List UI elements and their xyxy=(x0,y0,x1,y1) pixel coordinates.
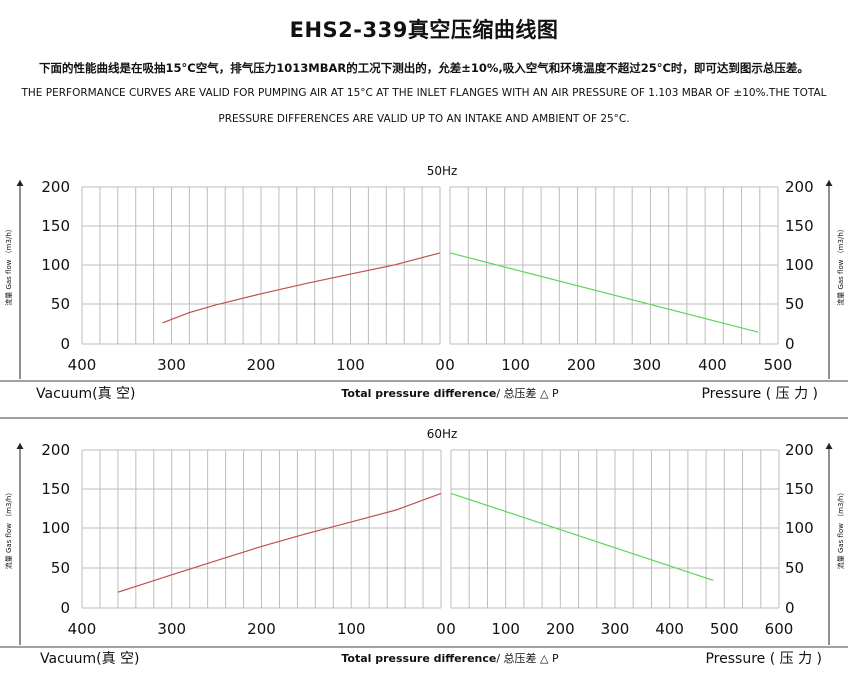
total-pressure-difference-rest: / 总压差 △ P xyxy=(496,386,559,400)
y-axis-label-right: 流量 Gas flow （m3/h） xyxy=(836,225,845,306)
vacuum-x-tick-label: 300 xyxy=(157,620,186,638)
y-axis-arrowhead-right xyxy=(825,443,833,449)
y-tick-label-right: 50 xyxy=(785,295,804,313)
total-pressure-difference-bold: Total pressure difference xyxy=(341,387,496,400)
y-axis-label-left: 流量 Gas flow （m3/h） xyxy=(4,225,13,306)
pressure-x-tick-label: 500 xyxy=(764,356,793,374)
y-axis-label-left: 流量 Gas flow （m3/h） xyxy=(4,489,13,570)
chart-title: 50Hz xyxy=(427,164,458,178)
y-tick-label-right: 50 xyxy=(785,559,804,577)
vacuum-x-tick-label: 0 xyxy=(436,620,446,638)
vacuum-axis-label: Vacuum(真 空) xyxy=(40,651,140,667)
pressure-x-tick-label: 200 xyxy=(546,620,575,638)
pressure-x-tick-label: 0 xyxy=(446,620,456,638)
pressure-grid xyxy=(449,186,779,345)
y-axis-label-right: 流量 Gas flow （m3/h） xyxy=(836,489,845,570)
pressure-x-tick-label: 100 xyxy=(491,620,520,638)
vacuum-x-tick-label: 0 xyxy=(435,356,445,374)
vacuum-x-tick-label: 200 xyxy=(247,356,276,374)
description-english-line-1: THE PERFORMANCE CURVES ARE VALID FOR PUM… xyxy=(21,87,827,99)
y-tick-label-left: 150 xyxy=(41,480,70,498)
vacuum-grid xyxy=(81,449,442,609)
pressure-x-tick-label: 300 xyxy=(601,620,630,638)
total-pressure-difference-label: Total pressure difference/ 总压差 △ P xyxy=(341,651,559,665)
y-tick-label-left: 200 xyxy=(41,178,70,196)
pressure-axis-label: Pressure ( 压 力 ) xyxy=(705,651,822,667)
pressure-x-tick-label: 0 xyxy=(445,356,455,374)
y-tick-label-left: 200 xyxy=(41,441,70,459)
y-axis-arrowhead-right xyxy=(825,180,833,186)
pressure-x-tick-label: 400 xyxy=(698,356,727,374)
y-axis-arrowhead-left xyxy=(16,443,24,449)
pressure-x-tick-label: 600 xyxy=(765,620,794,638)
y-tick-label-right: 100 xyxy=(785,519,814,537)
chart-title: 60Hz xyxy=(427,427,458,441)
pressure-x-tick-label: 400 xyxy=(655,620,684,638)
y-axis-arrowhead-left xyxy=(16,180,24,186)
y-tick-label-right: 150 xyxy=(785,217,814,235)
y-tick-label-left: 50 xyxy=(51,295,70,313)
y-tick-label-right: 0 xyxy=(785,599,795,617)
pressure-grid xyxy=(450,449,780,609)
vacuum-axis-label: Vacuum(真 空) xyxy=(36,386,136,402)
y-tick-label-left: 50 xyxy=(51,559,70,577)
y-tick-label-left: 100 xyxy=(41,519,70,537)
y-tick-label-right: 200 xyxy=(785,178,814,196)
pressure-series-line xyxy=(450,492,714,581)
total-pressure-difference-rest: / 总压差 △ P xyxy=(496,651,559,665)
y-tick-label-left: 0 xyxy=(60,335,70,353)
description-chinese: 下面的性能曲线是在吸抽15°C空气，排气压力1013MBAR的工况下测出的，允差… xyxy=(39,61,809,75)
y-tick-label-right: 100 xyxy=(785,256,814,274)
total-pressure-difference-bold: Total pressure difference xyxy=(341,652,496,665)
vacuum-series-line xyxy=(162,252,441,324)
pressure-x-tick-label: 500 xyxy=(710,620,739,638)
vacuum-x-tick-label: 100 xyxy=(336,356,365,374)
pressure-series-line xyxy=(449,252,759,333)
total-pressure-difference-label: Total pressure difference/ 总压差 △ P xyxy=(341,386,559,400)
vacuum-series-line xyxy=(117,492,442,593)
vacuum-grid xyxy=(81,186,441,345)
description-english-line-2: PRESSURE DIFFERENCES ARE VALID UP TO AN … xyxy=(218,113,630,125)
vacuum-x-tick-label: 200 xyxy=(247,620,276,638)
pressure-x-tick-label: 300 xyxy=(632,356,661,374)
pressure-axis-label: Pressure ( 压 力 ) xyxy=(701,386,818,402)
y-tick-label-left: 100 xyxy=(41,256,70,274)
vacuum-x-tick-label: 100 xyxy=(337,620,366,638)
y-tick-label-left: 0 xyxy=(60,599,70,617)
y-tick-label-left: 150 xyxy=(41,217,70,235)
vacuum-x-tick-label: 400 xyxy=(68,356,97,374)
y-tick-label-right: 200 xyxy=(785,441,814,459)
page-title: EHS2-339真空压缩曲线图 xyxy=(289,18,559,42)
y-tick-label-right: 0 xyxy=(785,335,795,353)
pressure-x-tick-label: 100 xyxy=(501,356,530,374)
vacuum-x-tick-label: 300 xyxy=(157,356,186,374)
y-tick-label-right: 150 xyxy=(785,480,814,498)
vacuum-x-tick-label: 400 xyxy=(68,620,97,638)
pressure-x-tick-label: 200 xyxy=(567,356,596,374)
